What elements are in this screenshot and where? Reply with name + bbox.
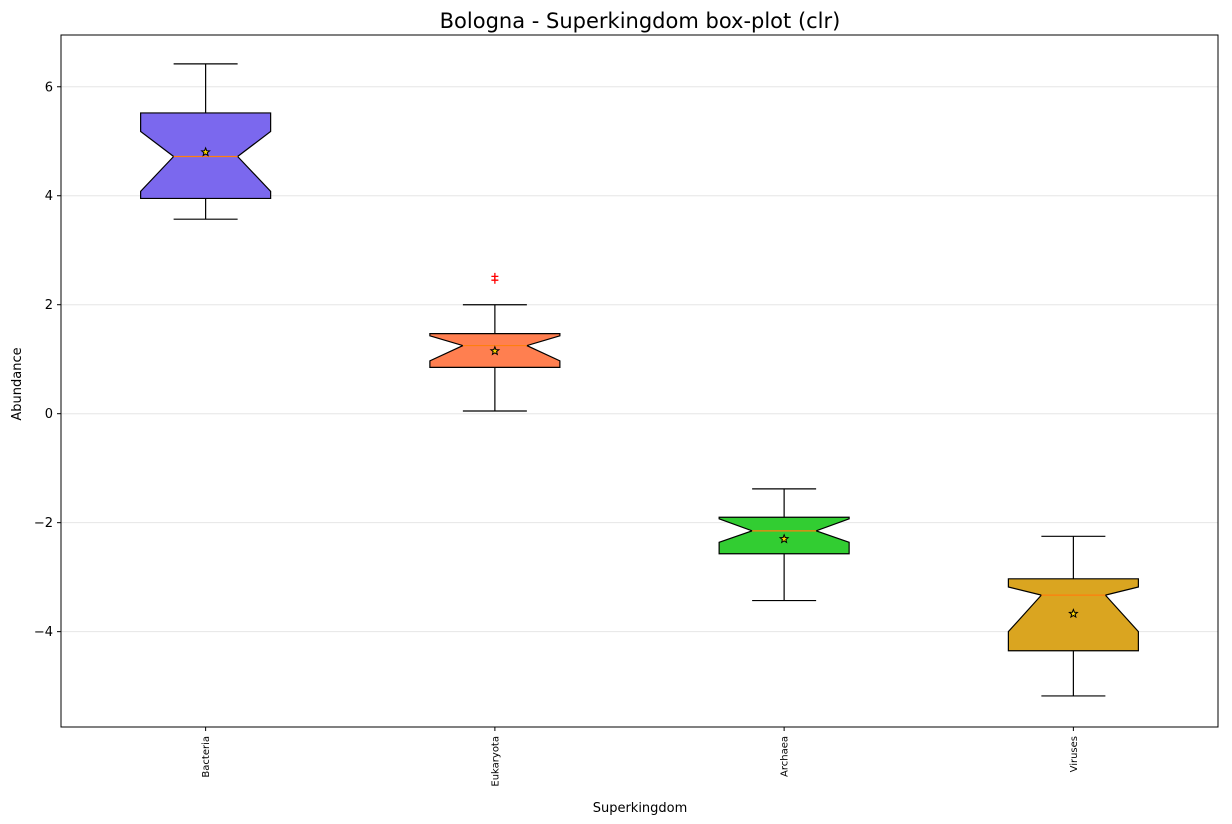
y-tick-label: −2 (34, 516, 53, 531)
x-axis-label: Superkingdom (593, 801, 688, 816)
boxes-layer (140, 63, 1139, 697)
box-viruses (1007, 535, 1139, 697)
plot-frame (60, 34, 1219, 728)
y-axis-label: Abundance (10, 347, 25, 420)
mean-marker (778, 533, 790, 544)
y-tick-label: 0 (45, 407, 53, 422)
box-eukaryota (429, 272, 561, 412)
x-tick-label: Bacteria (201, 736, 212, 778)
x-tick-label: Viruses (1069, 736, 1080, 772)
y-tick-label: 6 (45, 80, 53, 95)
y-tick-label: 2 (45, 298, 53, 313)
mean-marker (489, 345, 501, 356)
x-tick-label: Archaea (780, 736, 791, 777)
ticks-layer: −4 −2 0 2 4 6 Bacteria Eukaryota Archaea Viruses (34, 80, 1080, 786)
box-bacteria (140, 63, 272, 220)
outlier-marker (491, 272, 499, 280)
notched-box (140, 112, 272, 200)
chart-title: Bologna - Superkingdom box-plot (clr) (440, 9, 841, 33)
box-archaea (718, 488, 850, 602)
mean-marker (1068, 608, 1079, 619)
x-tick-label: Eukaryota (490, 736, 501, 787)
y-tick-label: 4 (45, 189, 53, 204)
y-tick-label: −4 (34, 625, 53, 640)
mean-marker (200, 146, 211, 157)
